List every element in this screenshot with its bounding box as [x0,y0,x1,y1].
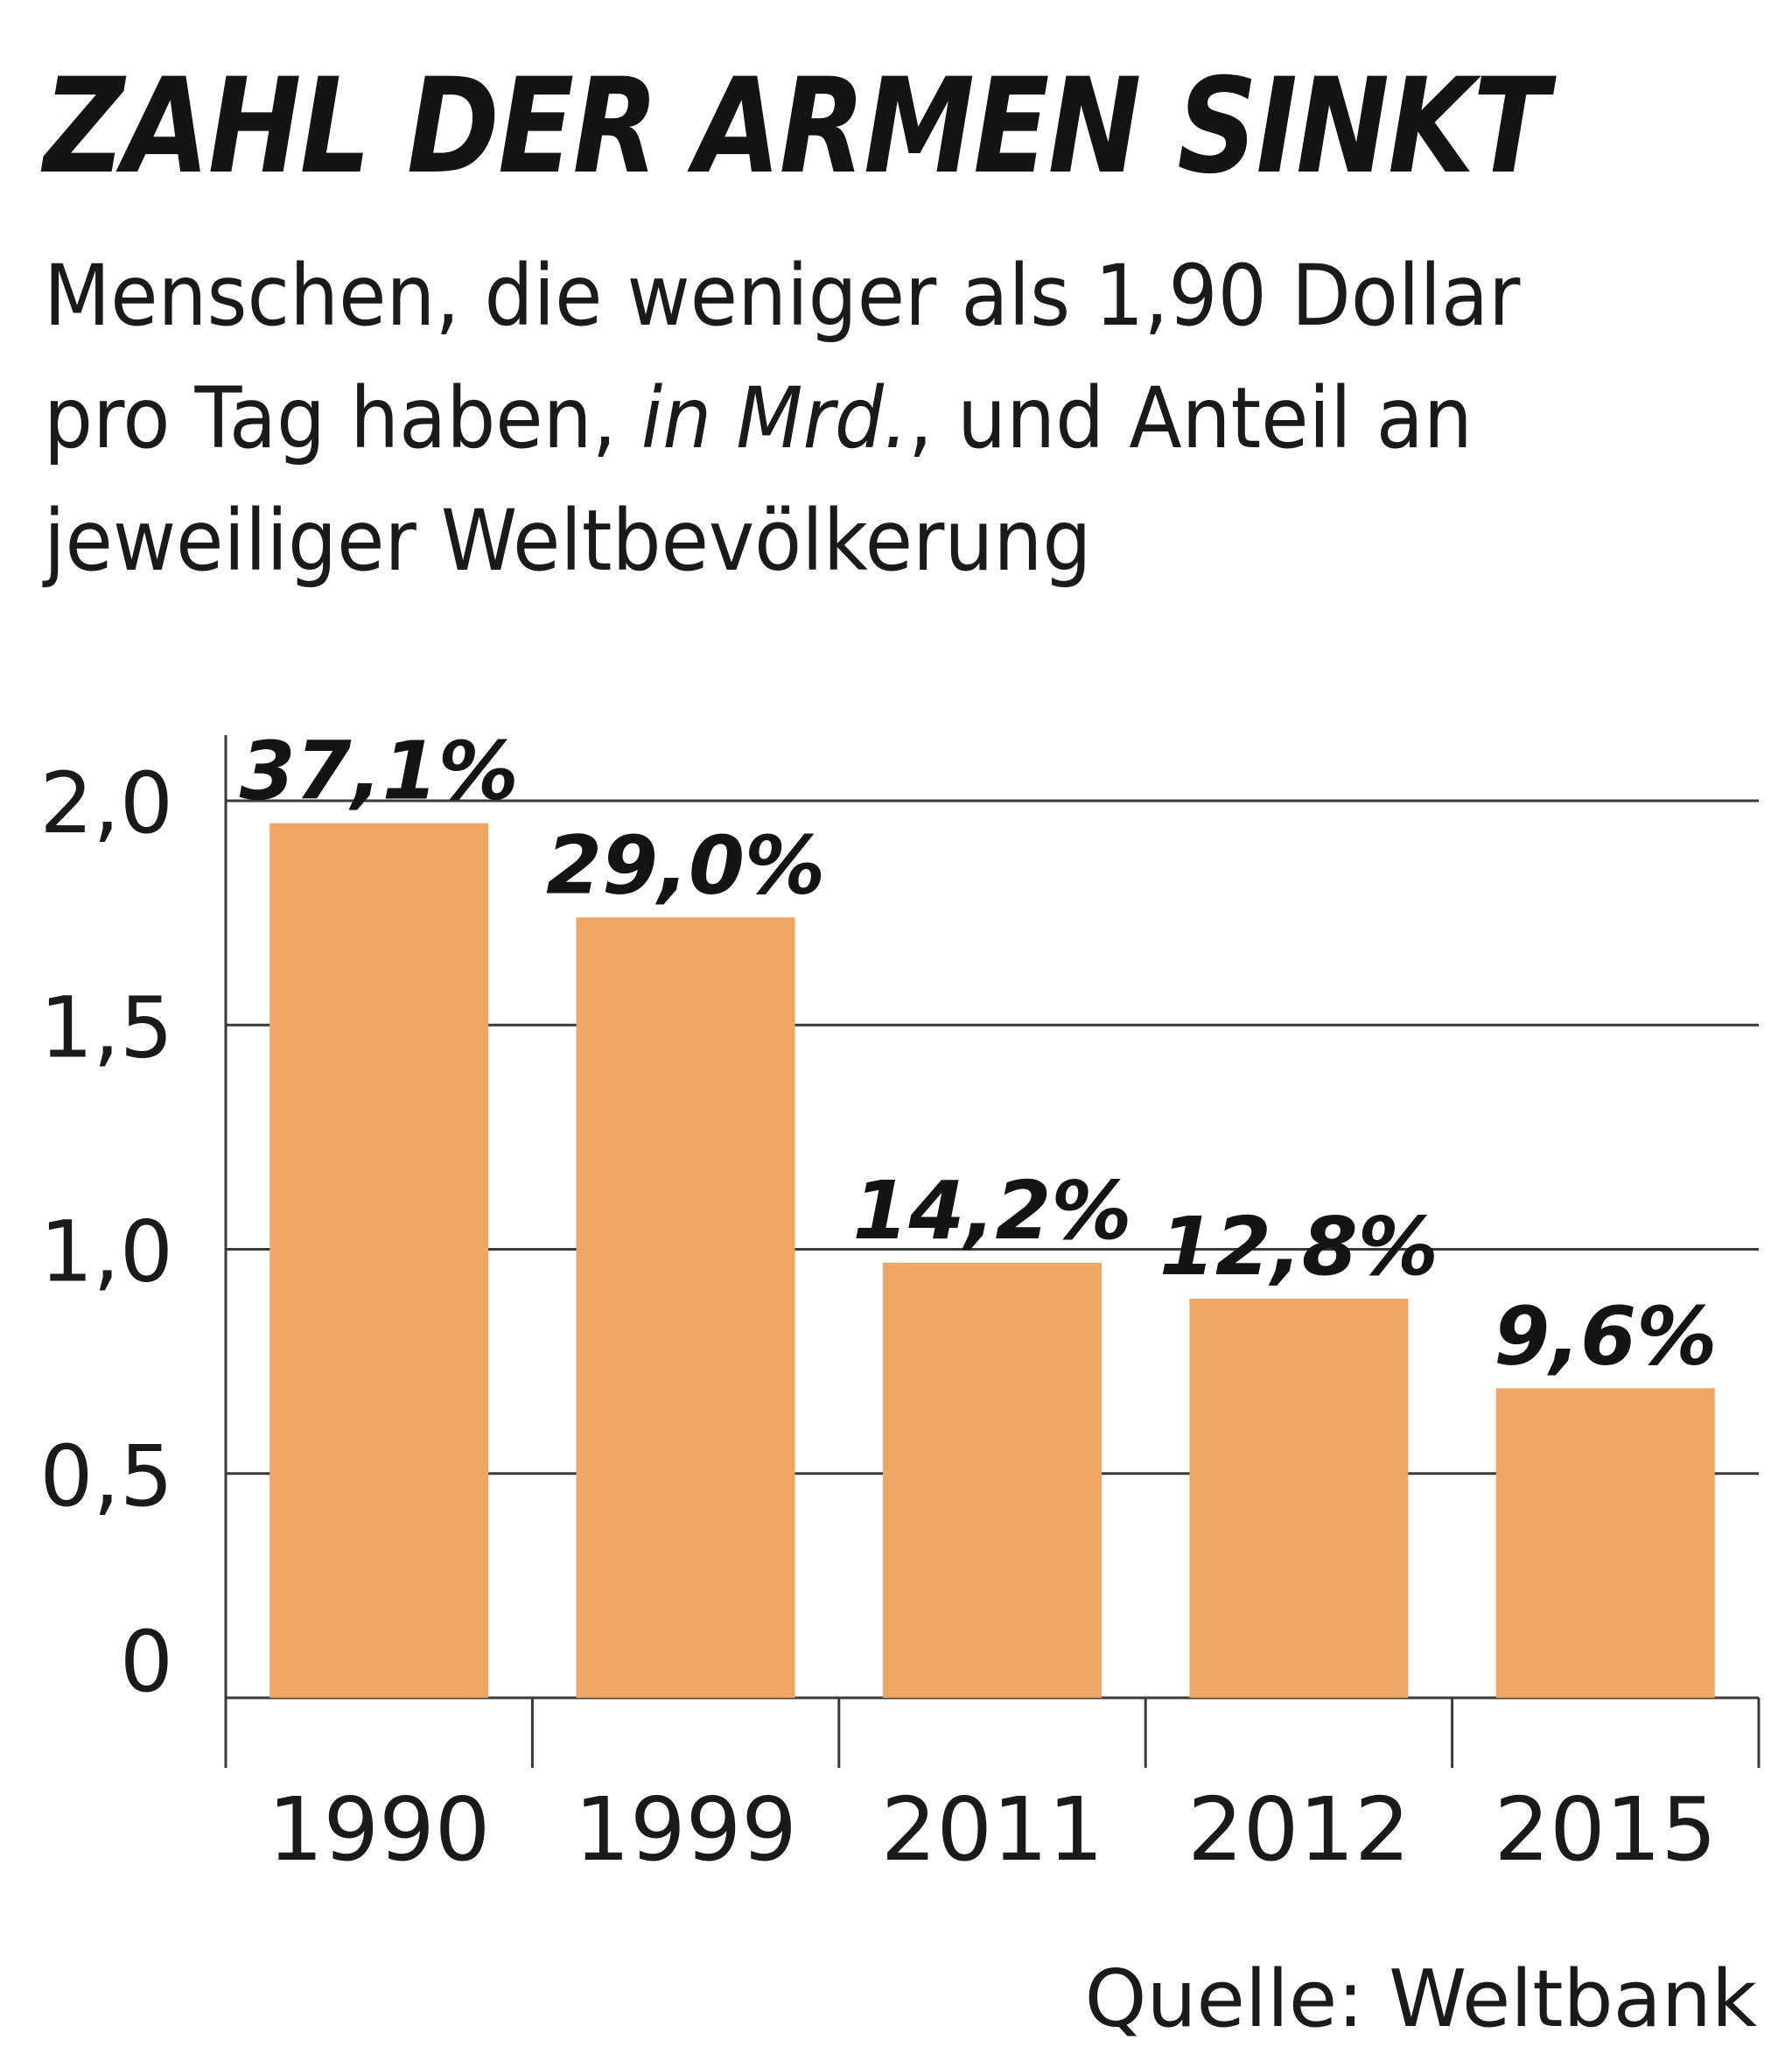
x-tick-label: 1999 [574,1778,797,1881]
subtitle-line-3: jeweiliger Weltbevölkerung [44,492,1092,590]
subtitle-line-2-end: , und Anteil an [907,369,1473,467]
subtitle-unit: in Mrd. [640,369,908,467]
subtitle-line-2-start: pro Tag haben, [44,369,641,467]
bar-2012 [1189,1298,1409,1698]
x-tick-label: 2015 [1494,1778,1718,1881]
data-label-1999: 29,0% [546,818,825,912]
y-tick-label: 2,0 [39,754,173,852]
data-label-2011: 14,2% [852,1164,1131,1258]
data-label-1990: 37,1% [240,725,519,818]
data-label-2015: 9,6% [1494,1289,1717,1383]
bar-1999 [576,917,795,1698]
x-tick-label: 2012 [1187,1778,1410,1881]
y-tick-label: 0,5 [39,1427,173,1525]
y-tick-label: 1,0 [39,1203,173,1301]
bar-2011 [883,1262,1102,1698]
y-tick-label: 0 [120,1613,173,1711]
chart-title: ZAHL DER ARMEN SINKT [44,51,1549,203]
bar-1990 [270,823,489,1698]
x-tick-label: 2011 [881,1778,1104,1881]
bar-2015 [1495,1388,1715,1698]
y-tick-label: 1,5 [39,978,173,1076]
data-label-2012: 12,8% [1159,1200,1438,1293]
source-note: Quelle: Weltbank [1084,1953,1757,2045]
subtitle-line-2: pro Tag haben, in Mrd., und Anteil an [44,357,1520,480]
x-tick-label: 1990 [268,1778,491,1881]
chart-subtitle: Menschen, die weniger als 1,90 Dollar pr… [44,235,1520,602]
subtitle-line-1: Menschen, die weniger als 1,90 Dollar [44,247,1521,345]
